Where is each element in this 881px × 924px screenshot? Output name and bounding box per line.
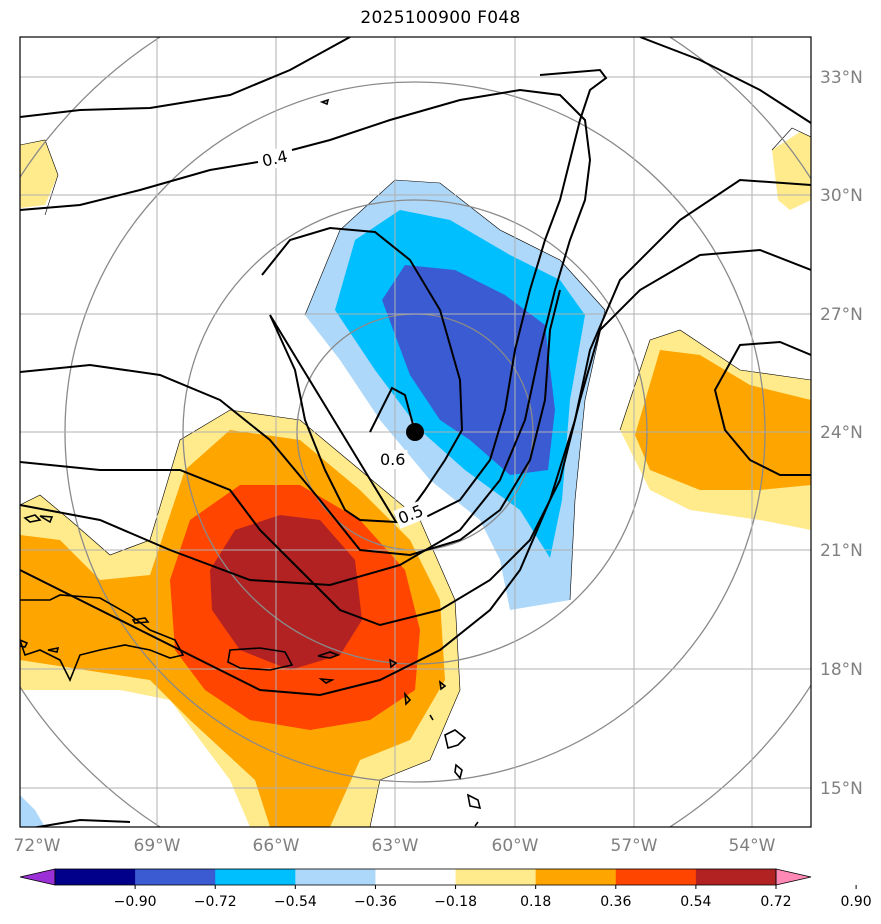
colorbar-tick-label: −0.54: [274, 894, 317, 910]
lon-label: 60°W: [492, 836, 539, 856]
contour-label-06: 0.6: [380, 450, 405, 469]
map-frame: [19, 36, 812, 828]
colorbar-tick-label: 0.90: [841, 894, 872, 910]
contour-label-halo: [258, 146, 292, 171]
colorbar-tick-label: −0.18: [434, 894, 477, 910]
lon-label: 66°W: [253, 836, 300, 856]
island-10: [39, 515, 54, 524]
lat-label: 15°N: [820, 779, 863, 799]
contour-line-north: [419, 68, 608, 521]
latitude-labels: 33°N 30°N 27°N 24°N 21°N 18°N 15°N: [820, 68, 863, 799]
island-1: [317, 651, 341, 659]
contour-line-top: [20, 37, 351, 118]
negative-shade-level3: [382, 265, 555, 475]
colorbar: −0.90 −0.72 −0.54 −0.36 −0.18 0.18 0.36 0.54 0.7…: [19, 868, 872, 910]
contour-line-04: [20, 88, 592, 587]
contour-labels: 0.4 0.5 0.6: [258, 146, 428, 529]
negative-shade-sw-corner: [20, 795, 45, 827]
positive-shade-level4: [210, 515, 362, 670]
island-12: [474, 821, 479, 827]
longitude-labels: 72°W 69°W 66°W 63°W 60°W 57°W 54°W: [14, 836, 776, 856]
colorbar-segment: [375, 869, 457, 885]
island-9: [23, 514, 42, 523]
colorbar-tick-label: −0.72: [194, 894, 237, 910]
map-title: 2025100900 F048: [360, 8, 521, 28]
island-13: [429, 714, 434, 721]
lat-label: 21°N: [820, 541, 863, 561]
lat-label: 33°N: [820, 68, 863, 88]
colorbar-segment: [535, 869, 617, 885]
storm-center-marker: [406, 423, 424, 441]
contour-label-halo: [393, 500, 428, 529]
colorbar-tick-label: −0.90: [114, 894, 157, 910]
colorbar-border: [54, 868, 777, 886]
island-4: [403, 691, 412, 706]
lat-label: 18°N: [820, 660, 863, 680]
island-14: [131, 617, 150, 624]
hispaniola-coast: [20, 594, 185, 682]
lat-label: 27°N: [820, 305, 863, 325]
contour-line-05: [261, 226, 464, 524]
coastlines: [20, 98, 482, 827]
colorbar-tick-label: 0.72: [760, 894, 791, 910]
colorbar-segment: [295, 869, 376, 885]
island-2: [318, 677, 335, 684]
lon-label: 63°W: [372, 836, 419, 856]
lat-label: 30°N: [820, 186, 863, 206]
island-15: [47, 646, 60, 653]
colorbar-segment: [455, 869, 537, 885]
colorbar-segment: [615, 869, 697, 885]
island-3: [388, 658, 398, 669]
contour-line-south2: [20, 248, 811, 627]
contour-line-06: [369, 386, 416, 433]
colorbar-segment: [215, 869, 296, 885]
puerto-rico-coast: [227, 647, 294, 671]
colorbar-tick-label: −0.36: [354, 894, 397, 910]
contour-label-04: 0.4: [260, 147, 289, 171]
contour-line-south: [20, 289, 561, 557]
lon-label: 72°W: [14, 836, 61, 856]
colorbar-tick-label: 0.18: [520, 894, 551, 910]
map-panel: 0.4 0.5 0.6: [20, 37, 811, 827]
lat-label: 24°N: [820, 423, 863, 443]
contour-line-east: [713, 340, 811, 476]
island-6: [444, 729, 467, 750]
colorbar-segment: [135, 869, 216, 885]
contour-label-halo: [378, 450, 408, 469]
positive-shade-nw: [20, 140, 58, 208]
lon-label: 54°W: [729, 836, 776, 856]
island-5: [438, 680, 447, 691]
colorbar-extend-high: [775, 868, 812, 886]
colorbar-segment: [55, 869, 136, 885]
positive-shade-ne: [772, 132, 811, 210]
contour-line-ne: [639, 37, 811, 124]
colorbar-segment: [695, 869, 777, 885]
island-7: [454, 763, 463, 780]
island-11: [319, 98, 330, 106]
lon-label: 69°W: [134, 836, 181, 856]
cuba-fragment: [20, 639, 29, 648]
colorbar-extend-low: [19, 868, 56, 886]
island-8: [466, 793, 482, 810]
graticule: [20, 37, 811, 827]
colorbar-tick-label: 0.36: [600, 894, 631, 910]
colorbar-tick-label: 0.54: [680, 894, 711, 910]
lon-label: 57°W: [611, 836, 658, 856]
